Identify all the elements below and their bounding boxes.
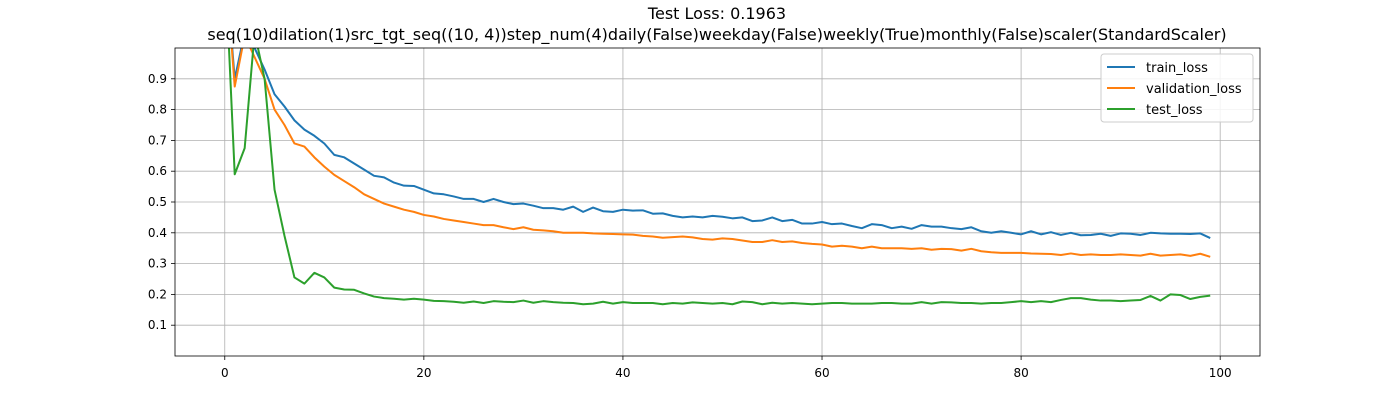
legend-label: test_loss [1146, 103, 1203, 118]
legend-box [1100, 53, 1254, 123]
series-line-train-loss [231, 48, 1211, 239]
y-tick-label: 0.9 [148, 72, 167, 86]
x-tick-label: 100 [1209, 366, 1232, 380]
y-tick-label: 0.3 [148, 257, 167, 271]
x-tick-label: 0 [221, 366, 229, 380]
y-tick-label: 0.8 [148, 103, 167, 117]
legend: train_loss validation_loss test_loss [1100, 53, 1254, 123]
y-tick-label: 0.4 [148, 226, 167, 240]
series-group [227, 48, 1211, 306]
y-tick-label: 0.5 [148, 195, 167, 209]
x-tick-label: 80 [1013, 366, 1028, 380]
x-tick-label: 40 [615, 366, 630, 380]
x-tick-label: 20 [416, 366, 431, 380]
chart-title: Test Loss: 0.1963 [647, 4, 786, 23]
axis-ticks: 0 20 40 60 80 100 0.1 0.2 0.3 0.4 0.5 0.6 0.7 0.8 0.9 [148, 72, 1232, 380]
y-tick-label: 0.6 [148, 164, 167, 178]
legend-label: train_loss [1146, 61, 1208, 76]
grid [175, 48, 1260, 356]
series-line-validation-loss [230, 48, 1211, 258]
y-tick-label: 0.7 [148, 133, 167, 147]
series-line-test-loss [227, 48, 1211, 306]
x-tick-label: 60 [814, 366, 829, 380]
chart-subtitle: seq(10)dilation(1)src_tgt_seq((10, 4))st… [207, 25, 1226, 45]
legend-label: validation_loss [1146, 82, 1242, 97]
y-tick-label: 0.1 [148, 318, 167, 332]
y-tick-label: 0.2 [148, 287, 167, 301]
